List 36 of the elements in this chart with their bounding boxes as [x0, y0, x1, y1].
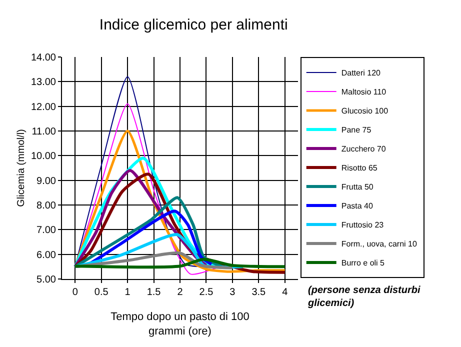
chart-title: Indice glicemico per alimenti: [99, 16, 288, 34]
x-tick-label: 0: [72, 287, 78, 298]
x-axis-title: Tempo dopo un pasto di 100 grammi (ore): [110, 311, 250, 338]
legend-label: Maltosio 110: [341, 88, 387, 97]
legend-label: Risotto 65: [341, 164, 378, 173]
legend-label: Datteri 120: [341, 68, 382, 78]
y-axis-title: Glicemia (mmol/l): [16, 129, 27, 207]
x-tick-label: 2.5: [199, 287, 214, 298]
legend-label: Glucosio 100: [341, 106, 389, 116]
x-tick-label: 2: [177, 287, 184, 298]
y-tick-label: 8.00: [36, 200, 56, 212]
x-tick-label: 3.5: [252, 287, 266, 298]
legend-label: Fruttosio 23: [341, 220, 384, 230]
x-tick-label: 0.5: [94, 287, 109, 298]
legend-label: Burro e oli 5: [341, 258, 386, 268]
y-tick-label: 7.00: [36, 225, 56, 236]
legend-label: Form., uova, carni 10: [341, 240, 418, 249]
y-tick-label: 6.00: [36, 250, 56, 261]
legend-label: Pasta 40: [341, 202, 374, 211]
y-tick-label: 5.00: [36, 274, 56, 286]
legend-label: Pane 75: [341, 126, 372, 135]
x-tick-label: 1: [124, 287, 131, 298]
text: (persone senza disturbi glicemici): [307, 285, 420, 309]
x-tick-label: 1.5: [146, 287, 162, 298]
y-tick-label: 11.00: [32, 126, 56, 138]
legend-label: Zucchero 70: [341, 144, 386, 154]
y-tick-label: 10.00: [30, 151, 56, 162]
y-tick-label: 13.00: [30, 77, 56, 88]
y-tick-label: 14.00: [30, 52, 56, 64]
y-tick-label: 9.00: [36, 176, 56, 187]
legend-label: Frutta 50: [341, 182, 374, 192]
x-tick-label: 3: [230, 287, 236, 298]
x-tick-label: 4: [282, 287, 288, 298]
y-tick-label: 12.00: [30, 102, 56, 113]
line-series: [74, 258, 286, 269]
line-series: [74, 196, 224, 268]
